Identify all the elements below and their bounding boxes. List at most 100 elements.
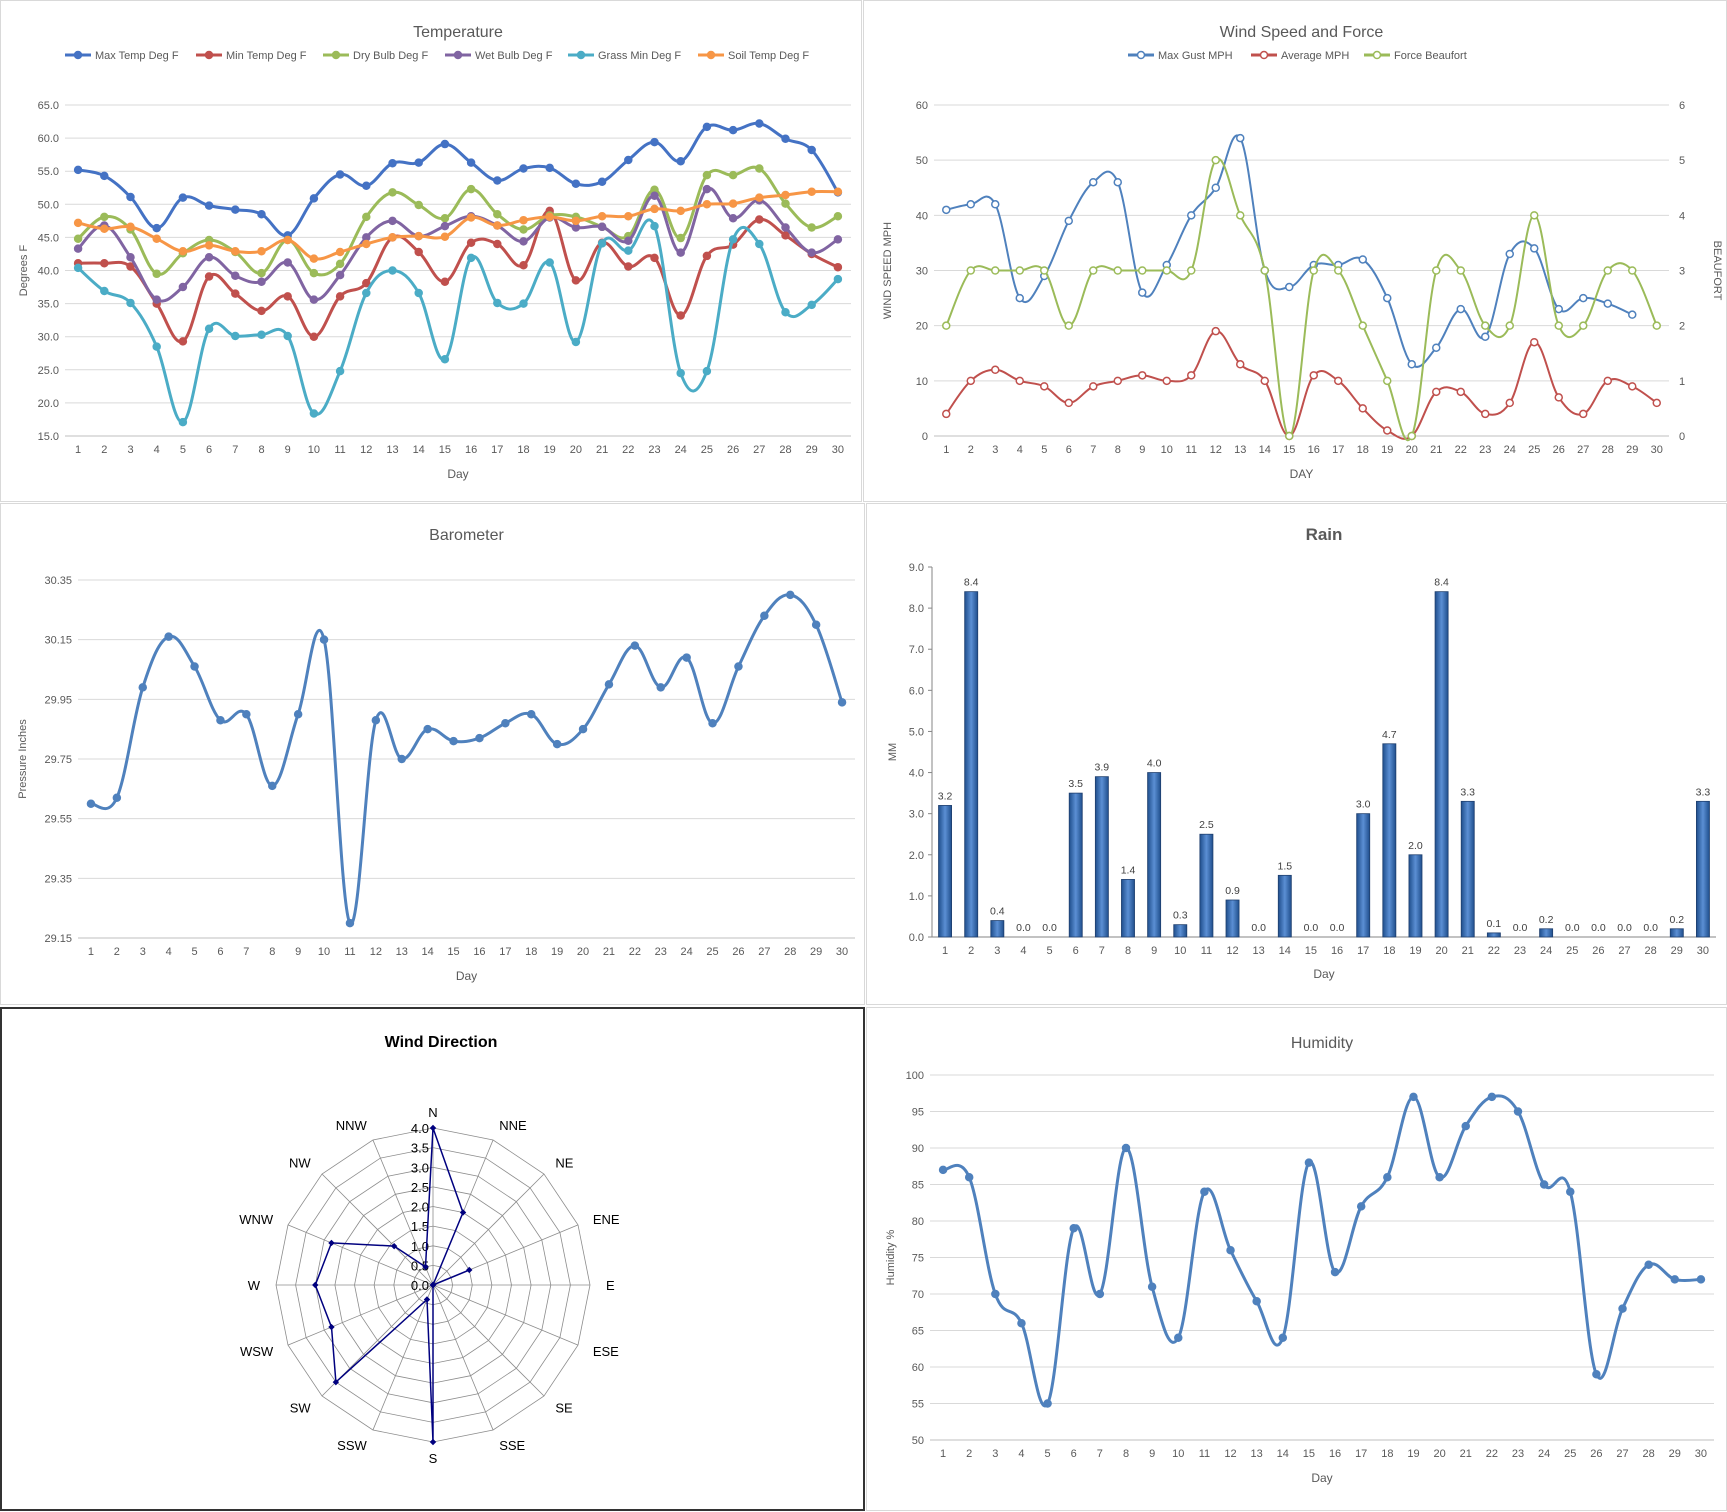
data-point xyxy=(728,235,738,244)
data-point xyxy=(1089,266,1098,275)
y-tick-label: 30 xyxy=(916,266,928,278)
rain-bar xyxy=(1696,800,1710,938)
direction-label: SE xyxy=(555,1400,573,1415)
radar-data-point xyxy=(422,1263,429,1271)
x-tick-label: 8 xyxy=(1115,444,1121,456)
y-axis-label: Degrees F xyxy=(18,245,30,297)
data-point xyxy=(545,163,554,173)
data-point xyxy=(1409,1092,1418,1102)
data-point xyxy=(362,212,371,222)
x-tick-label: 27 xyxy=(1618,945,1630,957)
x-tick-label: 13 xyxy=(1253,945,1265,957)
data-point xyxy=(126,192,135,202)
data-point xyxy=(624,246,633,255)
data-point xyxy=(624,155,633,165)
y-tick-label: 9.0 xyxy=(909,562,924,574)
y-tick-label: 7.0 xyxy=(909,644,924,656)
data-point xyxy=(216,715,225,725)
data-point xyxy=(1200,1187,1209,1197)
data-point xyxy=(440,221,450,231)
x-tick-label: 20 xyxy=(570,444,582,456)
data-point xyxy=(1383,293,1392,303)
bar-data-label: 0.0 xyxy=(1643,922,1658,934)
data-point xyxy=(1696,1275,1706,1284)
x-tick-label: 18 xyxy=(1381,1448,1393,1460)
x-axis-label: DAY xyxy=(1290,467,1314,481)
data-point xyxy=(676,248,685,257)
wind-direction-chart: Wind Direction N NNE NE ENE E ESE SE SSE S SSW SW WS… xyxy=(239,1034,620,1466)
data-point xyxy=(501,718,510,728)
data-point xyxy=(1356,1202,1366,1211)
x-tick-label: 22 xyxy=(1486,1448,1498,1460)
data-point xyxy=(73,218,83,228)
data-point xyxy=(362,278,371,288)
data-point xyxy=(73,263,83,273)
data-point xyxy=(231,289,240,298)
x-tick-label: 11 xyxy=(1201,945,1212,957)
x-tick-label: 12 xyxy=(1226,945,1238,957)
x-tick-label: 20 xyxy=(1433,1448,1445,1460)
data-point xyxy=(755,215,764,224)
data-point xyxy=(964,1172,974,1182)
data-point xyxy=(1644,1260,1653,1270)
data-point xyxy=(466,238,476,247)
data-point xyxy=(545,212,554,222)
data-point xyxy=(781,190,790,200)
x-tick-label: 10 xyxy=(1161,444,1173,456)
data-point xyxy=(73,165,83,175)
data-point xyxy=(1187,266,1196,275)
y-tick-label: 25.0 xyxy=(38,365,59,377)
data-point xyxy=(126,262,135,271)
y-tick-label: 1.0 xyxy=(909,891,924,903)
x-tick-label: 29 xyxy=(1671,945,1683,957)
data-point xyxy=(73,234,83,243)
x-tick-label: 30 xyxy=(1697,945,1709,957)
data-point xyxy=(571,276,581,285)
data-point xyxy=(837,698,847,707)
data-point xyxy=(728,199,738,208)
y-tick-label: 0.0 xyxy=(909,932,924,944)
data-point xyxy=(1383,1172,1392,1182)
x-tick-label: 13 xyxy=(386,444,398,456)
data-point xyxy=(414,200,423,210)
data-point xyxy=(811,620,821,629)
x-tick-label: 1 xyxy=(942,945,948,957)
x-tick-label: 12 xyxy=(360,444,372,456)
x-tick-label: 9 xyxy=(1149,1448,1155,1460)
data-point xyxy=(440,277,450,287)
data-point xyxy=(1187,211,1196,220)
x-tick-label: 4 xyxy=(154,444,160,456)
data-point xyxy=(991,200,1000,209)
x-tick-label: 20 xyxy=(1406,444,1418,456)
y-tick-label: 100 xyxy=(906,1070,924,1082)
bar-data-label: 1.4 xyxy=(1121,864,1136,876)
x-tick-label: 21 xyxy=(1460,1448,1472,1460)
x-tick-label: 15 xyxy=(1283,444,1295,456)
r-tick-label: 3.0 xyxy=(411,1160,429,1175)
bar-data-label: 0.0 xyxy=(1330,922,1345,934)
data-point xyxy=(414,158,423,167)
bar-data-label: 0.3 xyxy=(1173,910,1188,922)
data-point xyxy=(786,590,795,600)
r-tick-label: 1.0 xyxy=(411,1239,429,1254)
x-tick-label: 16 xyxy=(1329,1448,1341,1460)
data-point xyxy=(493,221,502,230)
radar-data-point xyxy=(429,1281,437,1289)
data-point xyxy=(1566,1187,1575,1197)
data-point xyxy=(942,409,951,419)
data-point xyxy=(1162,266,1171,275)
x-tick-label: 28 xyxy=(1602,444,1614,456)
data-point xyxy=(519,225,528,234)
x-tick-label: 15 xyxy=(1303,1448,1315,1460)
x-tick-label: 30 xyxy=(832,444,844,456)
y-tick-label: 90 xyxy=(912,1143,924,1155)
data-point xyxy=(755,164,764,173)
legend-marker xyxy=(73,50,83,60)
radar-data-point xyxy=(328,1239,335,1247)
x-tick-label: 21 xyxy=(1430,444,1442,456)
data-point xyxy=(519,299,528,308)
data-point xyxy=(440,354,450,364)
x-tick-label: 8 xyxy=(1123,1448,1129,1460)
y-tick-label: 29.75 xyxy=(44,754,72,766)
x-tick-label: 3 xyxy=(992,444,998,456)
